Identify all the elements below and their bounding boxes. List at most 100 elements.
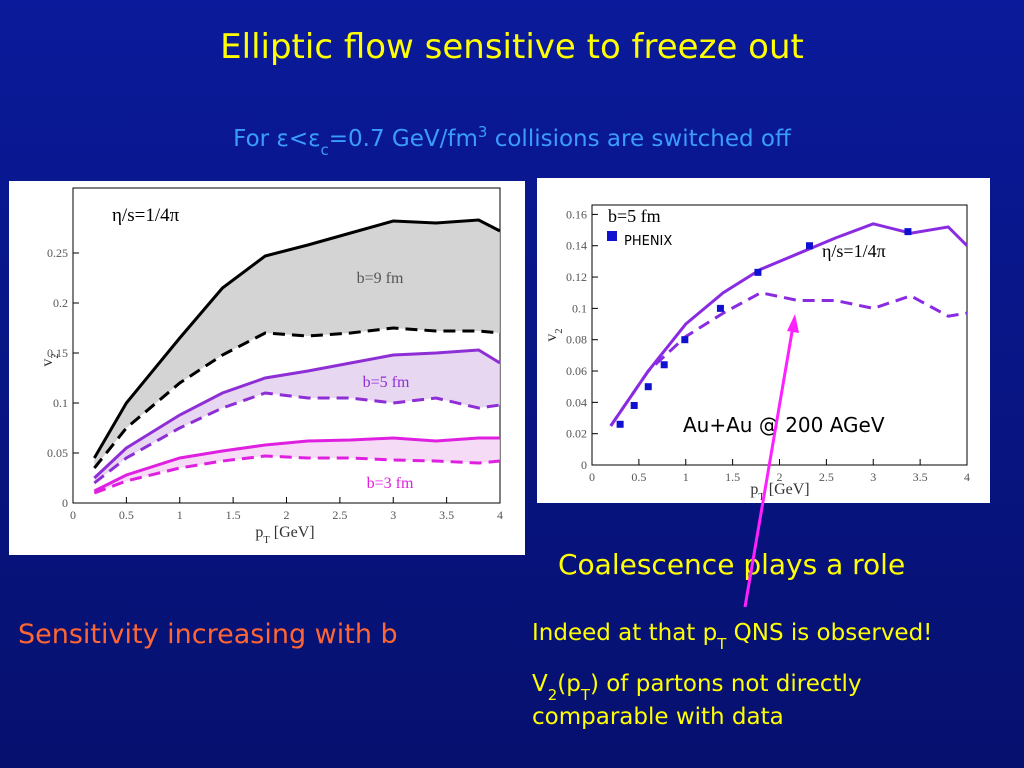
text-segment: p <box>255 524 263 541</box>
data-point <box>660 361 668 369</box>
band-fill <box>94 350 500 483</box>
x-tick-label: 0.5 <box>631 470 646 484</box>
text-segment: T <box>263 535 270 546</box>
band-fill <box>94 220 500 468</box>
curve-dashed <box>609 291 968 427</box>
bullet-text: V2(pT) of partons not directly <box>532 671 862 704</box>
text-segment: [GeV] <box>765 481 810 498</box>
text-segment: v <box>39 359 56 367</box>
annotation: η/s=1/4π <box>822 241 886 261</box>
curve-dashed <box>93 326 501 469</box>
text-segment: T <box>716 635 727 653</box>
x-tick-label: 2 <box>777 470 783 484</box>
text-segment: (p <box>557 671 581 697</box>
y-axis-label: v2 <box>543 328 565 341</box>
x-tick-label: 2 <box>284 508 290 522</box>
y-tick-label: 0.1 <box>572 301 587 315</box>
x-tick-label: 1.5 <box>226 508 241 522</box>
x-tick-label: 2.5 <box>332 508 347 522</box>
text-segment: comparable with data <box>532 704 784 730</box>
text-segment: =0.7 GeV/fm <box>329 126 478 152</box>
y-tick-label: 0.05 <box>47 446 68 460</box>
subtitle: For ε<εc=0.7 GeV/fm3 collisions are swit… <box>233 123 792 159</box>
text-segment: V <box>532 671 548 697</box>
text-segment: p <box>750 481 758 498</box>
data-point <box>904 228 912 236</box>
data-point <box>806 242 813 250</box>
y-tick-label: 0.25 <box>47 246 68 260</box>
arrow-head <box>787 314 799 333</box>
x-axis-label: pT [GeV] <box>255 524 314 546</box>
data-point <box>616 420 624 428</box>
text-segment: Indeed at that p <box>532 620 717 646</box>
curve-solid <box>93 436 500 493</box>
legend-marker <box>607 231 617 241</box>
data-point <box>681 336 689 344</box>
y-tick-label: 0.08 <box>566 333 587 347</box>
text-segment: T <box>758 492 765 503</box>
right-note: Coalescence plays a role <box>558 548 905 581</box>
y-axis-label: v2 <box>39 353 61 366</box>
y-tick-label: 0.15 <box>47 346 68 360</box>
x-tick-label: 0 <box>589 470 595 484</box>
y-tick-label: 0.02 <box>566 427 587 441</box>
band-fill <box>94 438 500 493</box>
y-tick-label: 0.16 <box>566 207 587 221</box>
curve-dashed <box>93 391 501 485</box>
bullet-text: Indeed at that pT QNS is observed! <box>532 620 932 653</box>
y-tick-label: 0 <box>581 458 587 472</box>
y-tick-label: 0.06 <box>566 364 587 378</box>
y-tick-label: 0.1 <box>53 396 68 410</box>
y-tick-label: 0.12 <box>566 270 587 284</box>
text-segment: v <box>543 334 560 342</box>
text-segment: 2 <box>554 328 565 333</box>
annotation: b=5 fm <box>608 206 661 226</box>
text-segment: 3 <box>478 123 488 141</box>
text-segment: T <box>580 686 591 704</box>
text-segment: c <box>321 141 329 159</box>
bullet-text: comparable with data <box>532 704 784 730</box>
legend-label: PHENIX <box>624 234 672 249</box>
x-tick-label: 4 <box>964 470 970 484</box>
data-point <box>716 304 724 312</box>
x-tick-label: 3 <box>870 470 876 484</box>
x-tick-label: 1.5 <box>725 470 740 484</box>
x-tick-label: 1 <box>683 470 689 484</box>
arrow <box>743 325 795 608</box>
x-tick-label: 3.5 <box>439 508 454 522</box>
curve-dashed <box>93 454 501 495</box>
x-tick-label: 4 <box>497 508 503 522</box>
curve-solid <box>609 222 969 427</box>
text-segment: QNS is observed! <box>726 620 932 646</box>
band-label: b=5 fm <box>363 374 410 391</box>
y-tick-label: 0.2 <box>53 296 68 310</box>
text-segment: For <box>233 126 276 152</box>
data-point <box>644 383 652 391</box>
x-tick-label: 2.5 <box>819 470 834 484</box>
left-note: Sensitivity increasing with b <box>18 619 398 650</box>
text-segment: collisions are switched off <box>487 126 792 152</box>
y-tick-label: 0.04 <box>566 395 587 409</box>
text-segment: [GeV] <box>270 524 315 541</box>
curve-solid <box>93 218 501 459</box>
data-point <box>630 401 638 409</box>
chart-panel <box>537 178 990 503</box>
text-segment: ε<ε <box>276 126 320 152</box>
x-tick-label: 3 <box>390 508 396 522</box>
y-tick-label: 0.14 <box>566 239 587 253</box>
text-segment: 2 <box>548 686 558 704</box>
text-segment: ) of partons not directly <box>590 671 862 697</box>
x-axis-label: pT [GeV] <box>750 481 809 503</box>
x-tick-label: 0 <box>70 508 76 522</box>
text-segment: 2 <box>50 353 61 358</box>
x-tick-label: 0.5 <box>119 508 134 522</box>
curve-solid <box>93 348 501 480</box>
x-tick-label: 1 <box>177 508 183 522</box>
x-tick-label: 3.5 <box>913 470 928 484</box>
band-label: b=3 fm <box>367 475 414 492</box>
data-point <box>754 268 762 276</box>
slide-title: Elliptic flow sensitive to freeze out <box>220 27 804 67</box>
y-tick-label: 0 <box>62 496 68 510</box>
